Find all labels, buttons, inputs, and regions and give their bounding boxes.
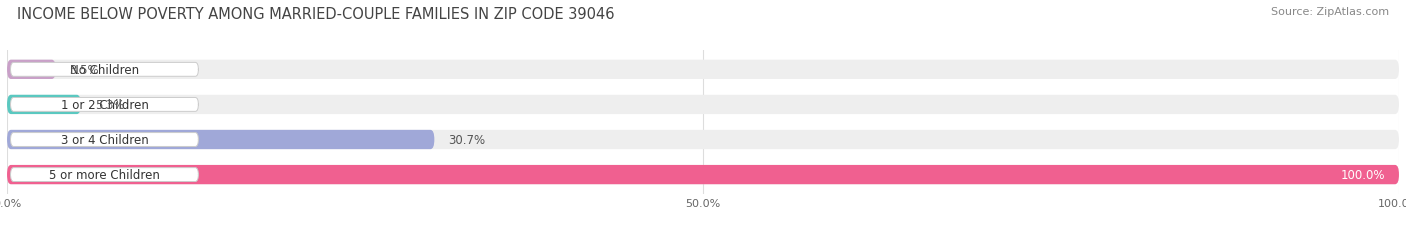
Text: 5 or more Children: 5 or more Children <box>49 168 160 181</box>
FancyBboxPatch shape <box>10 168 198 182</box>
FancyBboxPatch shape <box>7 130 434 149</box>
Text: 3.5%: 3.5% <box>70 64 100 76</box>
FancyBboxPatch shape <box>7 95 1399 115</box>
Text: Source: ZipAtlas.com: Source: ZipAtlas.com <box>1271 7 1389 17</box>
Text: 100.0%: 100.0% <box>1340 168 1385 181</box>
FancyBboxPatch shape <box>10 98 198 112</box>
Text: 5.3%: 5.3% <box>94 98 124 111</box>
FancyBboxPatch shape <box>7 61 1399 80</box>
FancyBboxPatch shape <box>10 133 198 147</box>
Text: INCOME BELOW POVERTY AMONG MARRIED-COUPLE FAMILIES IN ZIP CODE 39046: INCOME BELOW POVERTY AMONG MARRIED-COUPL… <box>17 7 614 22</box>
Text: 3 or 4 Children: 3 or 4 Children <box>60 134 149 146</box>
FancyBboxPatch shape <box>7 95 80 115</box>
FancyBboxPatch shape <box>7 61 56 80</box>
FancyBboxPatch shape <box>7 165 1399 184</box>
Text: No Children: No Children <box>70 64 139 76</box>
FancyBboxPatch shape <box>7 165 1399 184</box>
Text: 1 or 2 Children: 1 or 2 Children <box>60 98 149 111</box>
Text: 30.7%: 30.7% <box>449 134 485 146</box>
FancyBboxPatch shape <box>10 63 198 77</box>
FancyBboxPatch shape <box>7 130 1399 149</box>
